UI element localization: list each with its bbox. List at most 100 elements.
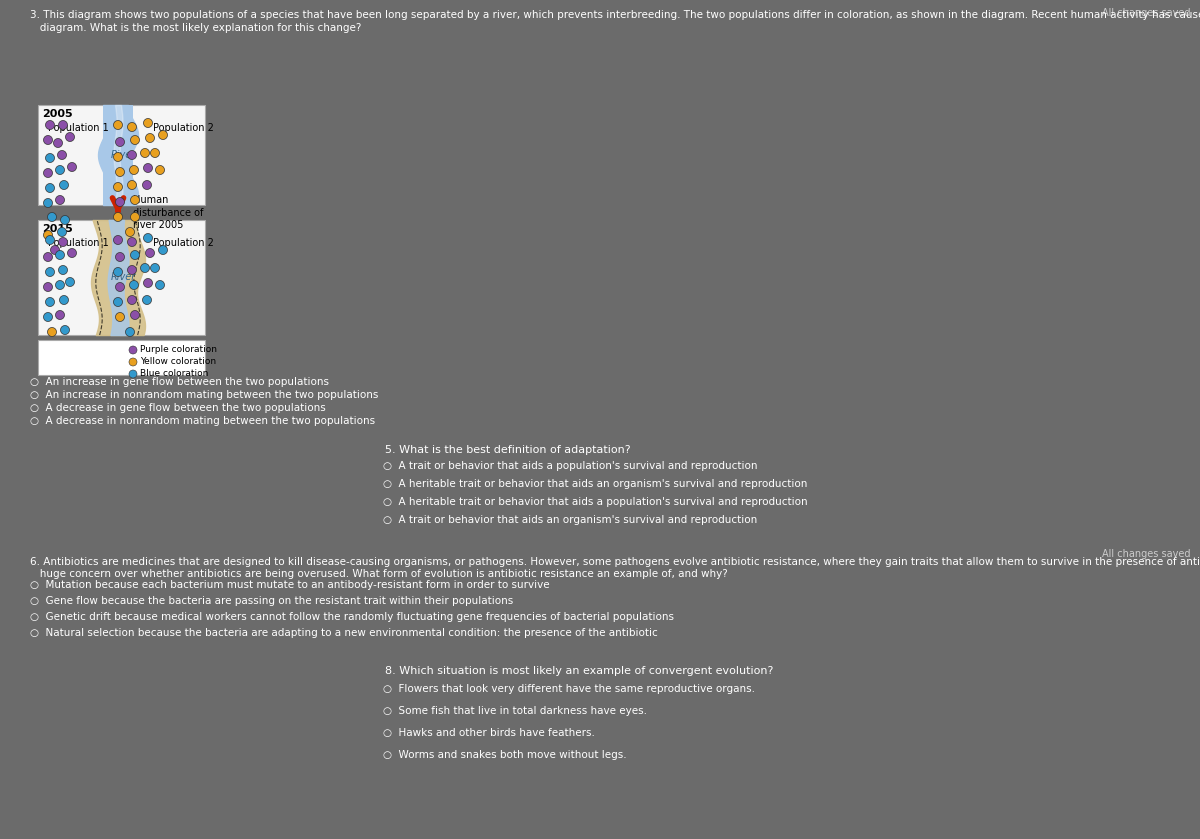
- Circle shape: [115, 197, 125, 206]
- Text: 2015: 2015: [42, 224, 73, 234]
- Circle shape: [130, 346, 137, 354]
- Circle shape: [158, 246, 168, 254]
- Circle shape: [67, 163, 77, 171]
- Circle shape: [66, 133, 74, 142]
- Circle shape: [43, 199, 53, 207]
- Circle shape: [58, 227, 66, 237]
- Circle shape: [66, 278, 74, 286]
- Text: Human
disturbance of
river 2005: Human disturbance of river 2005: [133, 195, 203, 230]
- Circle shape: [127, 265, 137, 274]
- Text: ○  A heritable trait or behavior that aids a population's survival and reproduct: ○ A heritable trait or behavior that aid…: [383, 497, 808, 507]
- Circle shape: [59, 237, 67, 247]
- Circle shape: [50, 246, 60, 254]
- Circle shape: [127, 295, 137, 305]
- Text: ○  A trait or behavior that aids an organism's survival and reproduction: ○ A trait or behavior that aids an organ…: [383, 515, 757, 525]
- Text: ○  Gene flow because the bacteria are passing on the resistant trait within thei: ○ Gene flow because the bacteria are pas…: [30, 596, 514, 606]
- Text: ○  Some fish that live in total darkness have eyes.: ○ Some fish that live in total darkness …: [383, 706, 647, 716]
- Circle shape: [114, 298, 122, 306]
- Text: Purple coloration: Purple coloration: [140, 346, 217, 355]
- Circle shape: [150, 149, 160, 158]
- Circle shape: [114, 212, 122, 221]
- Circle shape: [43, 253, 53, 262]
- Circle shape: [140, 149, 150, 158]
- Text: Population 2: Population 2: [154, 123, 214, 133]
- Text: ○  Worms and snakes both move without legs.: ○ Worms and snakes both move without leg…: [383, 750, 626, 760]
- Circle shape: [48, 327, 56, 336]
- Circle shape: [127, 122, 137, 132]
- Circle shape: [55, 165, 65, 175]
- Text: All changes saved: All changes saved: [1102, 8, 1190, 18]
- Circle shape: [131, 195, 139, 205]
- Text: 5. What is the best definition of adaptation?: 5. What is the best definition of adapta…: [385, 445, 631, 455]
- Text: Population 1: Population 1: [48, 238, 109, 248]
- Circle shape: [126, 327, 134, 336]
- Circle shape: [60, 295, 68, 305]
- Circle shape: [144, 233, 152, 242]
- Circle shape: [60, 216, 70, 225]
- Text: ○  A trait or behavior that aids a population's survival and reproduction: ○ A trait or behavior that aids a popula…: [383, 461, 757, 471]
- Circle shape: [127, 180, 137, 190]
- Circle shape: [48, 212, 56, 221]
- Circle shape: [114, 268, 122, 277]
- Circle shape: [156, 280, 164, 289]
- Circle shape: [43, 169, 53, 178]
- Circle shape: [46, 298, 54, 306]
- Circle shape: [54, 138, 62, 148]
- Circle shape: [46, 121, 54, 129]
- Text: Population 1: Population 1: [48, 123, 109, 133]
- Text: ○  A heritable trait or behavior that aids an organism's survival and reproducti: ○ A heritable trait or behavior that aid…: [383, 479, 808, 489]
- Circle shape: [144, 118, 152, 128]
- Bar: [103, 105, 133, 205]
- Circle shape: [67, 248, 77, 258]
- Text: 2005: 2005: [42, 109, 73, 119]
- Circle shape: [55, 251, 65, 259]
- Circle shape: [114, 121, 122, 129]
- Text: 3. This diagram shows two populations of a species that have been long separated: 3. This diagram shows two populations of…: [30, 10, 1200, 34]
- Circle shape: [46, 184, 54, 192]
- Circle shape: [145, 133, 155, 143]
- Circle shape: [60, 180, 68, 190]
- Text: ○  Genetic drift because medical workers cannot follow the randomly fluctuating : ○ Genetic drift because medical workers …: [30, 612, 674, 622]
- Circle shape: [115, 168, 125, 176]
- Circle shape: [143, 180, 151, 190]
- Circle shape: [126, 227, 134, 237]
- Text: Population 2: Population 2: [154, 238, 214, 248]
- Circle shape: [115, 138, 125, 147]
- Text: 8. Which situation is most likely an example of convergent evolution?: 8. Which situation is most likely an exa…: [385, 666, 773, 676]
- Circle shape: [158, 131, 168, 139]
- Circle shape: [143, 295, 151, 305]
- Text: 6. Antibiotics are medicines that are designed to kill disease-causing organisms: 6. Antibiotics are medicines that are de…: [30, 557, 1200, 567]
- Circle shape: [131, 251, 139, 259]
- Circle shape: [130, 165, 138, 175]
- Circle shape: [130, 358, 137, 366]
- Circle shape: [43, 231, 53, 239]
- Circle shape: [131, 212, 139, 221]
- Circle shape: [43, 136, 53, 144]
- Circle shape: [55, 310, 65, 320]
- Circle shape: [43, 283, 53, 291]
- Circle shape: [144, 279, 152, 288]
- Circle shape: [115, 312, 125, 321]
- Text: All changes saved: All changes saved: [1102, 549, 1190, 559]
- Text: Yellow coloration: Yellow coloration: [140, 357, 216, 367]
- Text: ○  An increase in nonrandom mating between the two populations: ○ An increase in nonrandom mating betwee…: [30, 390, 378, 400]
- Circle shape: [130, 370, 137, 378]
- Circle shape: [131, 310, 139, 320]
- Circle shape: [140, 263, 150, 273]
- Circle shape: [114, 153, 122, 161]
- Text: Blue coloration: Blue coloration: [140, 369, 209, 378]
- Text: River: River: [110, 273, 136, 283]
- Bar: [38, 340, 205, 375]
- Circle shape: [58, 150, 66, 159]
- Circle shape: [46, 154, 54, 163]
- Circle shape: [114, 236, 122, 244]
- Bar: [38, 105, 205, 205]
- Circle shape: [127, 237, 137, 247]
- Text: River: River: [110, 150, 136, 160]
- Circle shape: [43, 312, 53, 321]
- Circle shape: [114, 183, 122, 191]
- Circle shape: [46, 268, 54, 277]
- Circle shape: [55, 195, 65, 205]
- Circle shape: [115, 253, 125, 262]
- Circle shape: [144, 164, 152, 173]
